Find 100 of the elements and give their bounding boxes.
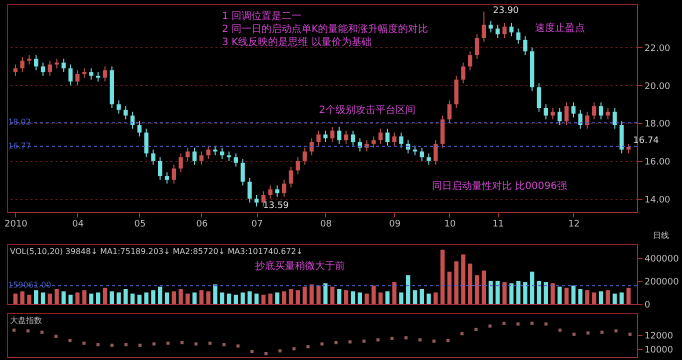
bar bbox=[110, 291, 114, 304]
candlestick bbox=[310, 138, 314, 156]
point bbox=[516, 322, 520, 326]
point bbox=[418, 338, 422, 342]
bar bbox=[178, 289, 183, 304]
y-tick-label: 400000 bbox=[644, 254, 680, 264]
candlestick bbox=[124, 106, 128, 120]
point bbox=[600, 330, 604, 334]
bar bbox=[536, 280, 542, 304]
candlestick bbox=[220, 147, 224, 160]
candlestick bbox=[172, 164, 176, 184]
bar bbox=[447, 272, 452, 304]
candlestick bbox=[323, 130, 328, 143]
candlestick bbox=[296, 156, 300, 175]
point bbox=[614, 329, 618, 332]
candlestick bbox=[523, 36, 528, 56]
candlestick bbox=[240, 158, 245, 186]
point bbox=[586, 331, 590, 335]
candlestick bbox=[516, 28, 520, 44]
point bbox=[292, 347, 296, 350]
candlestick bbox=[199, 150, 204, 166]
candlestick bbox=[213, 145, 218, 156]
bar bbox=[523, 282, 528, 304]
candlestick bbox=[378, 128, 383, 144]
point bbox=[404, 336, 408, 340]
point bbox=[488, 324, 492, 328]
bar bbox=[48, 294, 52, 304]
candlestick bbox=[158, 156, 162, 180]
candlestick bbox=[372, 136, 376, 148]
point bbox=[68, 338, 72, 342]
bar bbox=[626, 288, 631, 304]
candlestick bbox=[116, 100, 121, 114]
point bbox=[348, 340, 352, 344]
bar bbox=[261, 294, 266, 304]
bar bbox=[268, 294, 272, 304]
annotation: VOL(5,10,20) 39848↓ MA1:75189.203↓ MA2:85720↓ MA3:101740.672↓ bbox=[10, 247, 303, 256]
bar bbox=[516, 280, 520, 304]
point bbox=[362, 340, 366, 343]
point bbox=[390, 336, 394, 340]
bar bbox=[544, 282, 548, 304]
point bbox=[96, 343, 100, 346]
bar bbox=[275, 292, 280, 304]
bar bbox=[34, 290, 38, 304]
bar bbox=[124, 289, 128, 304]
bar bbox=[323, 283, 328, 304]
candlestick bbox=[302, 147, 307, 166]
candlestick bbox=[164, 172, 170, 184]
annotation: 大盘指数 bbox=[10, 316, 42, 325]
annotation: 速度止盈点 bbox=[535, 22, 585, 34]
bar bbox=[296, 290, 300, 304]
bar bbox=[420, 289, 424, 304]
bar bbox=[426, 294, 431, 304]
bar bbox=[254, 294, 259, 304]
point bbox=[628, 332, 632, 336]
bar bbox=[488, 280, 493, 304]
candlestick bbox=[544, 104, 548, 120]
y-tick-label: 18.00 bbox=[644, 120, 671, 130]
y-tick-label: 16.00 bbox=[644, 157, 671, 168]
annotation: 同日启动量性对比 比00096强 bbox=[432, 180, 567, 192]
bar bbox=[474, 275, 480, 304]
candlestick bbox=[564, 102, 569, 126]
bar bbox=[199, 290, 204, 304]
bar bbox=[102, 288, 108, 304]
bar bbox=[571, 286, 576, 304]
bar bbox=[578, 289, 582, 304]
bar bbox=[372, 286, 376, 304]
bar bbox=[186, 294, 190, 304]
bar bbox=[151, 290, 156, 304]
candlestick bbox=[192, 147, 197, 166]
bar bbox=[598, 291, 604, 304]
candlestick bbox=[502, 22, 507, 39]
candlestick bbox=[337, 126, 342, 144]
candlestick bbox=[468, 50, 472, 71]
ref-line-label: 18.02 bbox=[8, 118, 31, 127]
x-tick-label: 05 bbox=[134, 220, 146, 230]
candlestick bbox=[344, 130, 348, 144]
bar bbox=[468, 264, 472, 304]
bar bbox=[482, 270, 486, 304]
point bbox=[26, 329, 30, 332]
bar bbox=[282, 291, 286, 304]
point bbox=[376, 338, 380, 342]
candlestick bbox=[385, 128, 390, 146]
x-tick-label: 2010 bbox=[4, 220, 28, 230]
bar bbox=[89, 294, 94, 304]
candlestick bbox=[461, 62, 466, 84]
point bbox=[82, 342, 86, 345]
bar bbox=[530, 272, 534, 304]
point bbox=[320, 342, 324, 346]
x-tick-label: 06 bbox=[196, 220, 208, 230]
annotation: 1 回调位置是二一 bbox=[222, 10, 302, 22]
candlestick bbox=[626, 143, 631, 154]
point bbox=[334, 340, 338, 344]
candlestick bbox=[178, 152, 183, 173]
candlestick bbox=[509, 22, 514, 37]
candlestick bbox=[316, 130, 321, 146]
bar bbox=[550, 283, 555, 304]
bar bbox=[158, 286, 162, 304]
point bbox=[572, 332, 576, 336]
bar bbox=[606, 290, 610, 304]
candlestick bbox=[75, 70, 80, 86]
